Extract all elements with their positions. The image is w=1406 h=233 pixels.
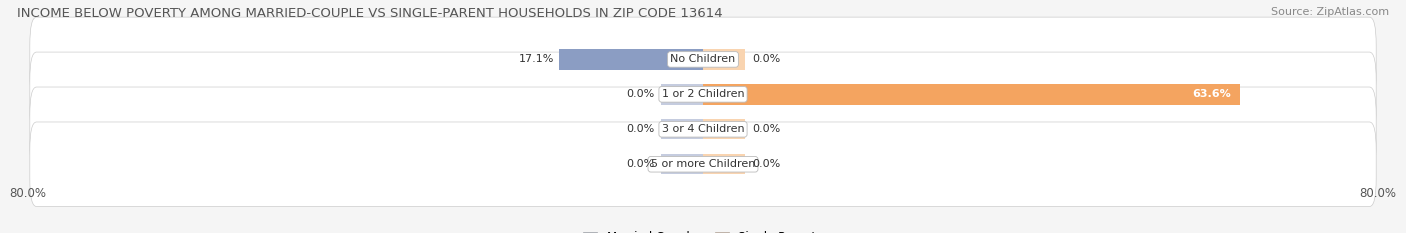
Bar bbox=[703, 84, 1240, 105]
Bar bbox=[661, 119, 703, 139]
Text: 5 or more Children: 5 or more Children bbox=[651, 159, 755, 169]
Text: 1 or 2 Children: 1 or 2 Children bbox=[662, 89, 744, 99]
FancyBboxPatch shape bbox=[30, 17, 1376, 102]
Bar bbox=[703, 49, 745, 69]
Text: 0.0%: 0.0% bbox=[626, 89, 654, 99]
Text: 17.1%: 17.1% bbox=[519, 55, 554, 64]
FancyBboxPatch shape bbox=[30, 122, 1376, 207]
Text: INCOME BELOW POVERTY AMONG MARRIED-COUPLE VS SINGLE-PARENT HOUSEHOLDS IN ZIP COD: INCOME BELOW POVERTY AMONG MARRIED-COUPL… bbox=[17, 7, 723, 20]
Text: Source: ZipAtlas.com: Source: ZipAtlas.com bbox=[1271, 7, 1389, 17]
Text: 0.0%: 0.0% bbox=[752, 159, 780, 169]
Legend: Married Couples, Single Parents: Married Couples, Single Parents bbox=[579, 226, 827, 233]
Bar bbox=[703, 119, 745, 139]
Text: 63.6%: 63.6% bbox=[1192, 89, 1232, 99]
FancyBboxPatch shape bbox=[30, 87, 1376, 171]
Text: 0.0%: 0.0% bbox=[626, 124, 654, 134]
Bar bbox=[558, 49, 703, 69]
Text: 0.0%: 0.0% bbox=[752, 124, 780, 134]
Bar bbox=[703, 154, 745, 174]
FancyBboxPatch shape bbox=[30, 52, 1376, 137]
Bar bbox=[661, 154, 703, 174]
Text: No Children: No Children bbox=[671, 55, 735, 64]
Text: 0.0%: 0.0% bbox=[752, 55, 780, 64]
Text: 3 or 4 Children: 3 or 4 Children bbox=[662, 124, 744, 134]
Bar bbox=[661, 84, 703, 105]
Text: 0.0%: 0.0% bbox=[626, 159, 654, 169]
